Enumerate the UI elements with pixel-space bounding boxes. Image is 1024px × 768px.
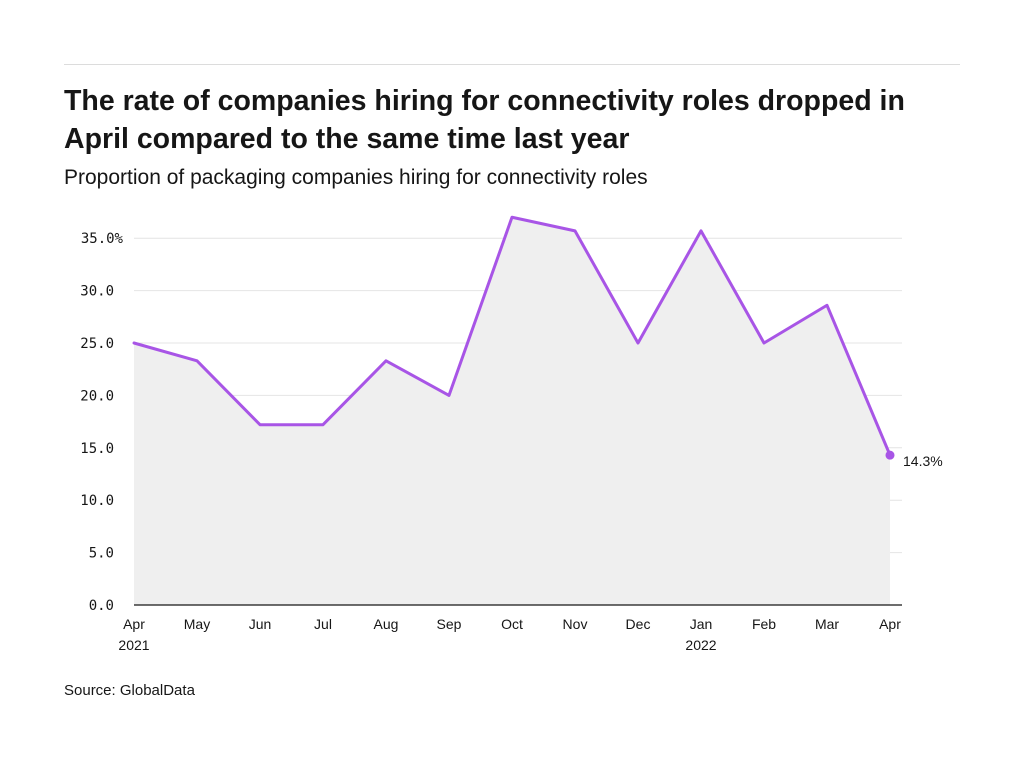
source-note: Source: GlobalData [64, 682, 195, 699]
top-rule [64, 64, 960, 65]
x-axis-ticks: Apr 2021 May Jun Jul Aug Sep Oct Nov Dec Jan 2022 Fe… [118, 616, 901, 653]
x-tick-label: Sep [437, 616, 462, 632]
x-tick-label: Feb [752, 616, 776, 632]
x-tick-label: Jul [314, 616, 332, 632]
y-tick-label: 20.0 [80, 388, 114, 404]
end-point-marker [885, 450, 895, 460]
x-year-label: 2022 [685, 637, 716, 653]
y-tick-label: 5.0 [89, 546, 114, 562]
y-tick-label: 15.0 [80, 441, 114, 457]
y-axis-ticks: 0.0 5.0 10.0 15.0 20.0 25.0 30.0 35.0% [80, 231, 123, 614]
chart-subtitle: Proportion of packaging companies hiring… [64, 166, 648, 189]
x-tick-label: Jun [249, 616, 272, 632]
end-value-label: 14.3% [903, 453, 943, 469]
x-tick-label: Apr [123, 616, 145, 632]
x-tick-label: Jan [690, 616, 713, 632]
x-tick-label: Nov [563, 616, 588, 632]
y-tick-label: 10.0 [80, 493, 114, 509]
y-tick-label: 30.0 [80, 284, 114, 300]
chart-title: The rate of companies hiring for connect… [64, 85, 905, 155]
x-tick-label: Oct [501, 616, 523, 632]
x-year-label: 2021 [118, 637, 149, 653]
x-tick-label: Dec [626, 616, 651, 632]
y-tick-label: 35.0% [81, 231, 124, 247]
x-tick-label: Apr [879, 616, 901, 632]
x-tick-label: Mar [815, 616, 839, 632]
series-line [132, 215, 892, 457]
y-tick-label: 25.0 [80, 336, 114, 352]
area-fill [134, 217, 890, 606]
end-marker-group: 14.3% [885, 450, 943, 469]
x-tick-label: Aug [374, 616, 399, 632]
x-tick-label: May [184, 616, 210, 632]
y-tick-label: 0.0 [89, 598, 114, 614]
